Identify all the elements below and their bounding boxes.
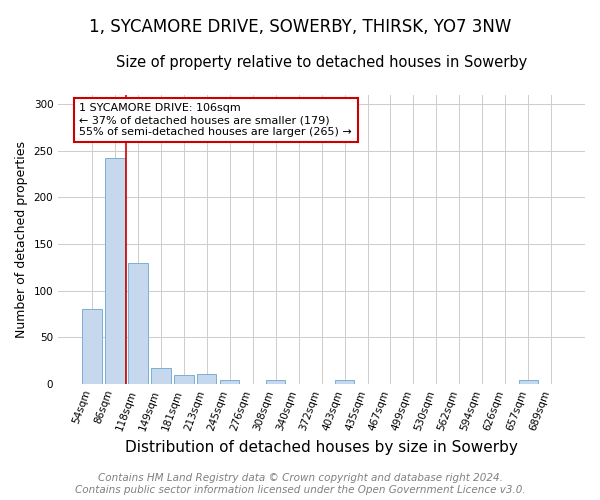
X-axis label: Distribution of detached houses by size in Sowerby: Distribution of detached houses by size … (125, 440, 518, 455)
Bar (518, 380, 538, 384)
Bar (335, 380, 355, 384)
Bar (151, 368, 170, 384)
Bar (220, 380, 239, 384)
Text: 1 SYCAMORE DRIVE: 106sqm
← 37% of detached houses are smaller (179)
55% of semi-: 1 SYCAMORE DRIVE: 106sqm ← 37% of detach… (79, 104, 352, 136)
Title: Size of property relative to detached houses in Sowerby: Size of property relative to detached ho… (116, 55, 527, 70)
Bar (197, 374, 217, 384)
Y-axis label: Number of detached properties: Number of detached properties (15, 141, 28, 338)
Text: Contains HM Land Registry data © Crown copyright and database right 2024.
Contai: Contains HM Land Registry data © Crown c… (74, 474, 526, 495)
Bar (82, 309, 101, 384)
Bar (105, 158, 125, 384)
Text: 1, SYCAMORE DRIVE, SOWERBY, THIRSK, YO7 3NW: 1, SYCAMORE DRIVE, SOWERBY, THIRSK, YO7 … (89, 18, 511, 36)
Bar (266, 380, 286, 384)
Bar (174, 376, 194, 384)
Bar (128, 262, 148, 384)
